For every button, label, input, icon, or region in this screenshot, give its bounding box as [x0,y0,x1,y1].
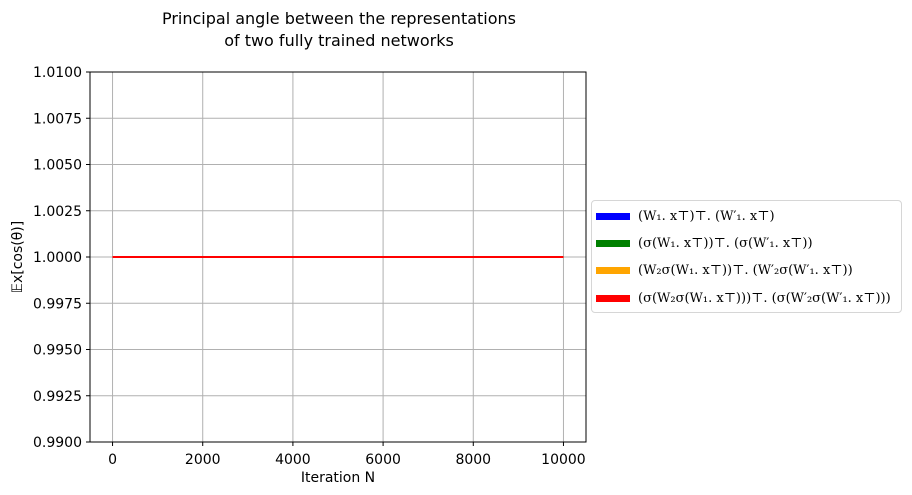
legend-item-1: (W₁. x⊤)⊤. (W′₁. x⊤) [596,206,775,226]
x-axis-label: Iteration N [301,470,375,486]
x-tick-label: 8000 [455,452,491,468]
y-tick-label: 0.9900 [33,435,82,451]
chart-title-line1: Principal angle between the representati… [162,9,516,28]
y-tick-label: 1.0100 [33,65,82,81]
y-tick-label: 0.9925 [33,389,82,405]
x-tick-label: 4000 [275,452,311,468]
y-tick-label: 1.0025 [33,204,82,220]
legend-label-1: (W₁. x⊤)⊤. (W′₁. x⊤) [638,208,775,224]
y-tick-label: 0.9975 [33,296,82,312]
y-tick-label: 0.9950 [33,343,82,359]
x-tick-label: 6000 [365,452,401,468]
legend-item-4: (σ(W₂σ(W₁. x⊤)))⊤. (σ(W′₂σ(W′₁. x⊤))) [596,288,891,308]
legend-item-3: (W₂σ(W₁. x⊤))⊤. (W′₂σ(W′₁. x⊤)) [596,260,853,280]
y-tick-label: 1.0000 [33,250,82,266]
x-tick-label: 10000 [541,452,586,468]
y-ticks: 0.9900 0.9925 0.9950 0.9975 1.0000 1.0025 1.00… [33,65,90,451]
legend-swatch-4 [596,294,630,302]
chart-title-line2: of two fully trained networks [224,31,454,50]
x-tick-label: 0 [108,452,117,468]
legend-swatch-3 [596,266,630,274]
x-ticks: 0 2000 4000 6000 8000 10000 [108,442,586,468]
x-tick-label: 2000 [185,452,221,468]
y-tick-label: 1.0050 [33,158,82,174]
legend-label-3: (W₂σ(W₁. x⊤))⊤. (W′₂σ(W′₁. x⊤)) [638,262,853,278]
legend-label-2: (σ(W₁. x⊤))⊤. (σ(W′₁. x⊤)) [638,235,813,251]
legend-label-4: (σ(W₂σ(W₁. x⊤)))⊤. (σ(W′₂σ(W′₁. x⊤))) [638,290,891,306]
y-tick-label: 1.0075 [33,111,82,127]
y-axis-label: 𝔼x[cos(θ)] [10,221,26,293]
legend-swatch-1 [596,212,630,220]
legend: (W₁. x⊤)⊤. (W′₁. x⊤) (σ(W₁. x⊤))⊤. (σ(W′… [591,200,902,313]
legend-swatch-2 [596,239,630,247]
legend-item-2: (σ(W₁. x⊤))⊤. (σ(W′₁. x⊤)) [596,233,813,253]
